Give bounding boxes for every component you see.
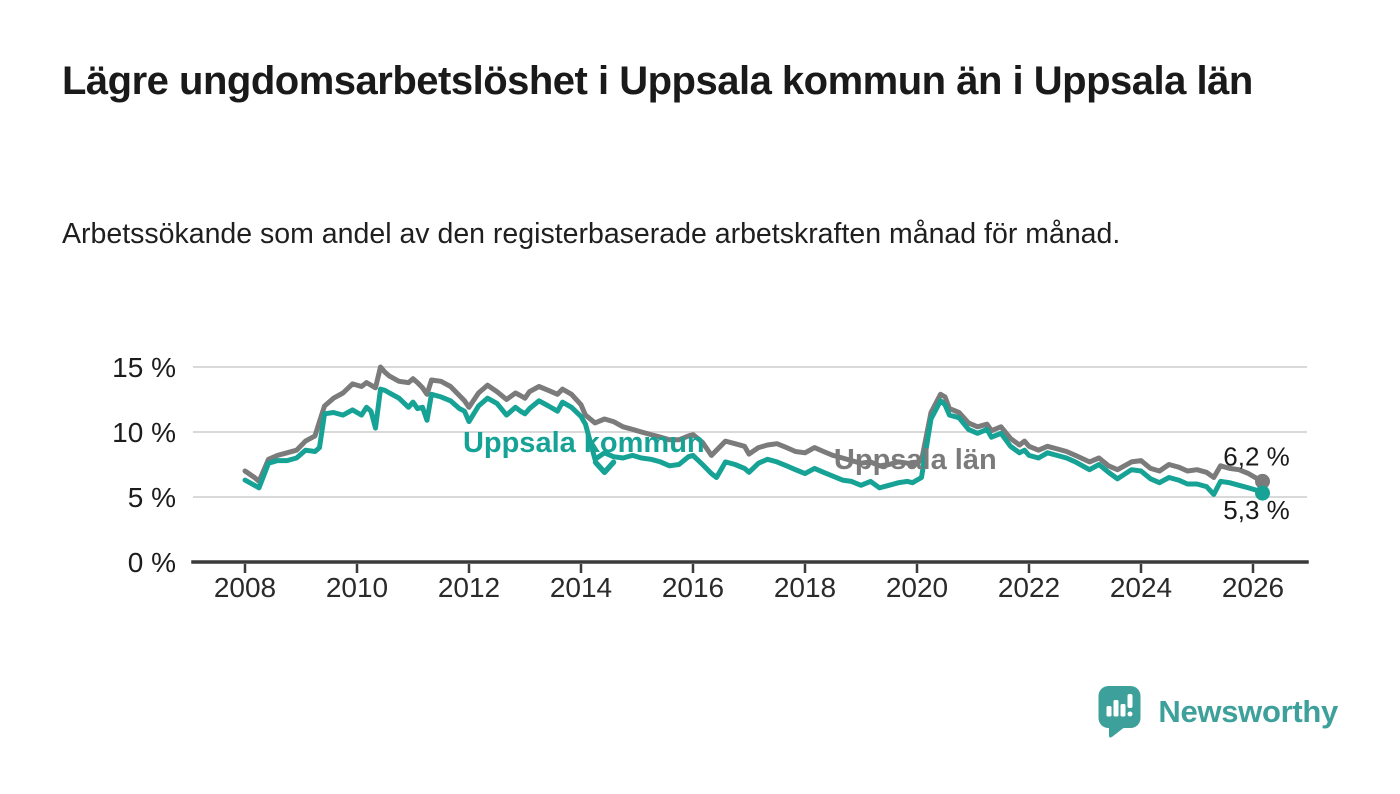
y-tick-label-10: 10 % <box>112 417 176 448</box>
label-arrow-down-icon <box>592 459 617 476</box>
chart-subtitle: Arbetssökande som andel av den registerb… <box>62 218 1121 250</box>
x-tick-label-2026: 2026 <box>1222 572 1284 603</box>
end-dot-uppsala-län <box>1255 473 1271 489</box>
end-dot-uppsala-kommun <box>1255 485 1271 501</box>
x-tick-label-2012: 2012 <box>438 572 500 603</box>
label-uppsala-län: Uppsala län <box>834 444 997 476</box>
y-tick-label-15: 15 % <box>112 352 176 383</box>
brand-name: Newsworthy <box>1158 693 1338 729</box>
gridlines: 0 % 5 % 10 % 15 % <box>112 352 1307 578</box>
page-title: Lägre ungdomsarbetslöshet i Uppsala komm… <box>62 59 1253 103</box>
end-value-uppsala-län: 6,2 % <box>1223 441 1290 471</box>
end-value-uppsala-kommun: 5,3 % <box>1223 495 1290 525</box>
brand-footer: Newsworthy <box>1097 685 1338 738</box>
x-tick-label-2018: 2018 <box>774 572 836 603</box>
x-tick-label-2010: 2010 <box>326 572 388 603</box>
x-tick-label-2008: 2008 <box>214 572 276 603</box>
x-tick-label-2016: 2016 <box>662 572 724 603</box>
line-uppsala-län <box>242 364 1266 484</box>
x-tick-label-2020: 2020 <box>886 572 948 603</box>
x-tick-label-2022: 2022 <box>998 572 1060 603</box>
label-uppsala-kommun: Uppsala kommun <box>463 427 705 459</box>
series-labels: Uppsala kommun Uppsala län <box>463 427 997 476</box>
x-tick-label-2024: 2024 <box>1110 572 1172 603</box>
line-uppsala-kommun <box>242 386 1266 497</box>
end-values: 6,2 % 5,3 % <box>1223 441 1290 525</box>
y-tick-label-5: 5 % <box>128 482 176 513</box>
newsworthy-logo-icon <box>1098 686 1141 738</box>
series-lines <box>242 364 1266 497</box>
y-tick-label-0: 0 % <box>128 547 176 578</box>
x-axis: 2008 2010 2012 2014 2016 2018 2020 2022 2024 2026 <box>191 560 1309 603</box>
x-tick-label-2014: 2014 <box>550 572 612 603</box>
